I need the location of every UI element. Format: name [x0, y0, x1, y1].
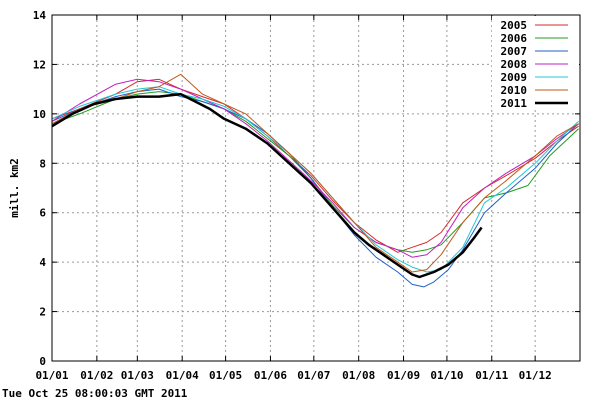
series-lines — [51, 73, 579, 288]
legend-box — [492, 16, 579, 108]
series-line-2011 — [51, 92, 483, 279]
legend-label-2011: 2011 — [501, 97, 528, 110]
series-line-2008 — [51, 78, 579, 258]
legend-label-2008: 2008 — [501, 58, 528, 71]
series-line-2010 — [51, 73, 579, 273]
x-tick-label: 01/06 — [254, 369, 287, 382]
legend-label-2005: 2005 — [501, 19, 528, 32]
x-tick-label: 01/08 — [342, 369, 375, 382]
legend-label-2010: 2010 — [501, 84, 528, 97]
timestamp-footer: Tue Oct 25 08:00:03 GMT 2011 — [2, 387, 188, 400]
x-tick-label: 01/01 — [35, 369, 68, 382]
y-tick-label: 14 — [33, 9, 47, 22]
y-tick-labels: 0 2 4 6 8 10 12 14 — [33, 9, 47, 368]
x-tick-label: 01/11 — [475, 369, 508, 382]
x-tick-label: 01/07 — [297, 369, 330, 382]
y-axis-title: mill. km2 — [8, 158, 21, 218]
x-tick-label: 01/03 — [121, 369, 154, 382]
y-tick-label: 6 — [39, 207, 46, 220]
y-tick-label: 0 — [39, 355, 46, 368]
x-tick-label: 01/05 — [209, 369, 242, 382]
y-tick-label: 2 — [39, 306, 46, 319]
x-tick-labels: 01/01 01/02 01/03 01/04 01/05 01/06 01/07 01/08… — [35, 369, 551, 382]
y-tick-label: 8 — [39, 157, 46, 170]
plot-frame — [51, 14, 581, 362]
y-tick-label: 4 — [39, 256, 46, 269]
x-tick-label: 01/10 — [430, 369, 463, 382]
y-tick-label: 10 — [33, 108, 46, 121]
y-tick-label: 12 — [33, 58, 46, 71]
x-tick-label: 01/04 — [166, 369, 199, 382]
legend-label-2007: 2007 — [501, 45, 528, 58]
series-line-2006 — [51, 91, 579, 253]
tick-marks — [51, 14, 580, 362]
x-tick-label: 01/02 — [80, 369, 113, 382]
legend-label-2009: 2009 — [501, 71, 528, 84]
x-tick-label: 01/09 — [387, 369, 420, 382]
x-tick-label: 01/12 — [519, 369, 552, 382]
legend-label-2006: 2006 — [501, 32, 528, 45]
